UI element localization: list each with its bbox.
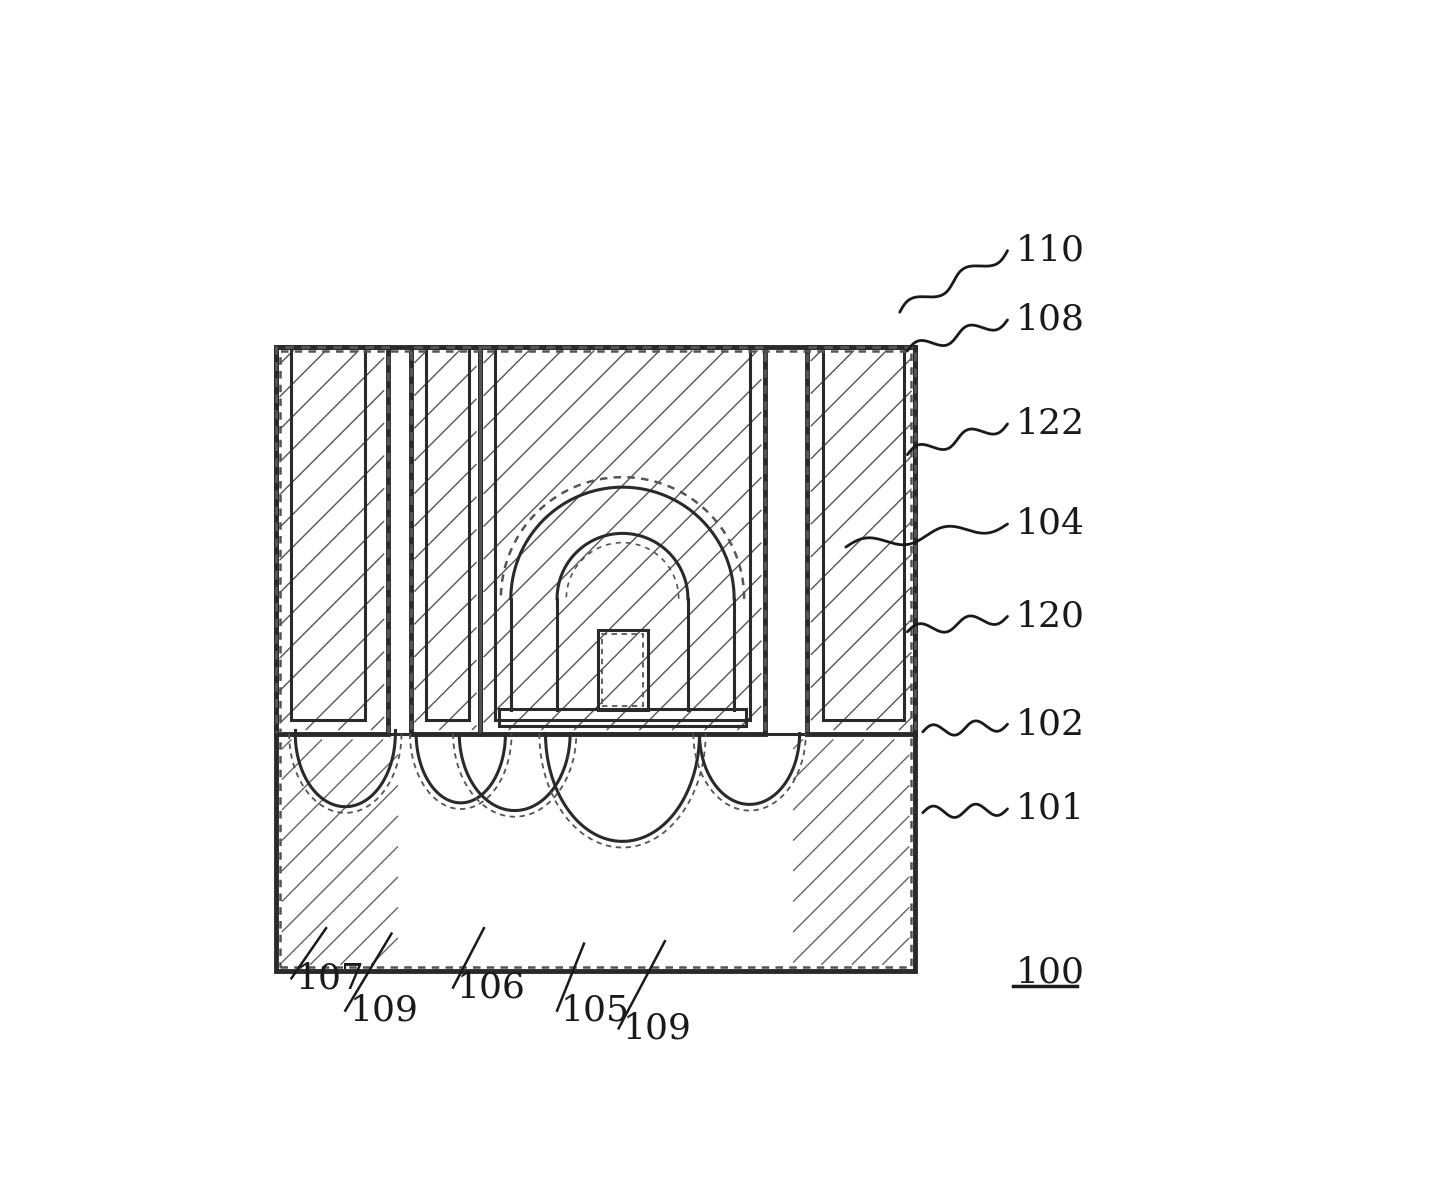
Bar <box>500 709 746 725</box>
Bar <box>808 346 914 734</box>
Text: 109: 109 <box>622 1012 691 1045</box>
Bar <box>410 346 480 734</box>
Bar <box>276 346 914 971</box>
Bar <box>495 346 750 719</box>
Text: 107: 107 <box>295 961 364 995</box>
Text: 120: 120 <box>1015 599 1084 633</box>
Bar <box>598 629 648 711</box>
Text: 109: 109 <box>348 994 418 1027</box>
Text: 106: 106 <box>456 971 526 1005</box>
Text: 101: 101 <box>1015 792 1084 826</box>
Bar <box>808 346 914 734</box>
Bar <box>480 346 765 734</box>
Bar <box>276 346 387 734</box>
Bar <box>279 351 912 967</box>
Bar <box>426 346 468 719</box>
Bar <box>602 634 644 706</box>
Text: 105: 105 <box>562 994 631 1027</box>
Bar <box>410 346 480 734</box>
Bar <box>291 346 364 719</box>
Text: 102: 102 <box>1015 707 1084 741</box>
Text: 100: 100 <box>1015 955 1084 989</box>
Text: 110: 110 <box>1015 233 1084 267</box>
Bar <box>822 346 903 719</box>
Text: 108: 108 <box>1015 303 1084 337</box>
Text: 104: 104 <box>1015 506 1084 541</box>
Bar <box>480 346 765 734</box>
Text: 122: 122 <box>1015 407 1084 440</box>
Bar <box>276 346 387 734</box>
